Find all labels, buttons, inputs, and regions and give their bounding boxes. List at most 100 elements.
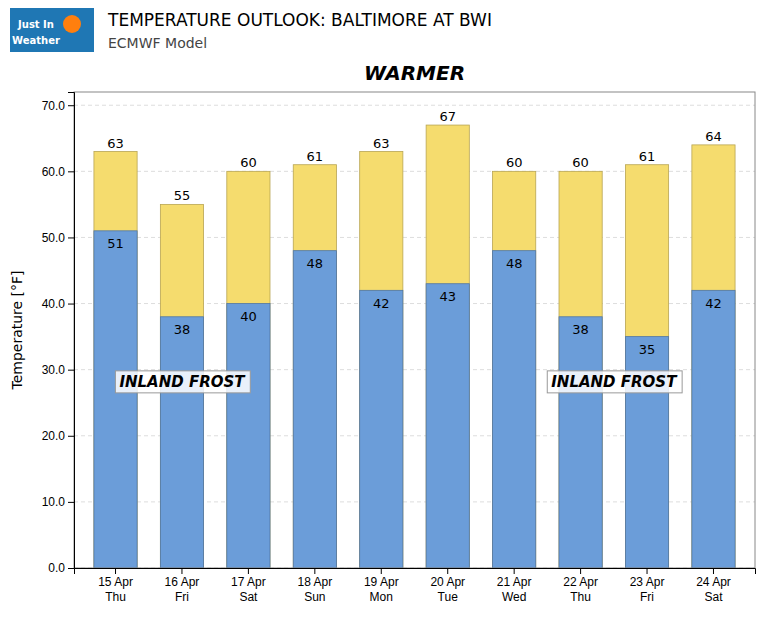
bar bbox=[559, 317, 602, 568]
x-tick: 15 AprThu bbox=[98, 568, 133, 604]
data-label: 61 bbox=[307, 149, 324, 164]
bar bbox=[493, 171, 536, 568]
y-tick: 30.0 bbox=[42, 363, 74, 377]
x-tick-mark bbox=[381, 568, 382, 574]
annotation-bg bbox=[547, 371, 682, 393]
y-tick-mark bbox=[68, 237, 74, 238]
data-label: 64 bbox=[705, 129, 722, 144]
x-tick-mark bbox=[248, 568, 249, 574]
plot-frame bbox=[74, 92, 755, 568]
y-tick-label: 10.0 bbox=[42, 495, 66, 509]
bar bbox=[160, 317, 203, 568]
y-tick-label: 50.0 bbox=[42, 231, 66, 245]
y-tick-label: 0.0 bbox=[48, 561, 65, 575]
plot: 0.0 10.0 20.0 30.0 40.0 50.0 60.0 70.0 15 AprThu… bbox=[42, 92, 756, 604]
data-label: 55 bbox=[174, 188, 191, 203]
logo-text: Just In bbox=[17, 19, 54, 30]
x-axis-line bbox=[75, 569, 756, 575]
y-tick: 50.0 bbox=[42, 231, 74, 245]
logo-text: Weather bbox=[12, 35, 60, 46]
x-tick: 18 AprSun bbox=[297, 568, 332, 604]
logo-icon bbox=[63, 15, 81, 33]
x-tick: 21 AprWed bbox=[497, 568, 532, 604]
y-tick: 40.0 bbox=[42, 297, 74, 311]
x-tick: 19 AprMon bbox=[364, 568, 399, 604]
data-label: 35 bbox=[639, 342, 656, 357]
grid-line bbox=[74, 105, 755, 106]
logo: Just In Weather bbox=[10, 8, 94, 52]
y-tick: 0.0 bbox=[48, 561, 74, 575]
x-tick-mark bbox=[647, 568, 648, 574]
data-label: 60 bbox=[506, 155, 523, 170]
x-tick-label: 18 AprSun bbox=[297, 575, 332, 605]
y-tick-mark bbox=[68, 436, 74, 437]
x-tick-mark bbox=[447, 568, 448, 574]
x-tick-label: 24 AprSat bbox=[696, 575, 731, 605]
x-tick-label: 15 AprThu bbox=[98, 575, 133, 605]
x-tick-label: 19 AprMon bbox=[364, 575, 399, 605]
bar bbox=[293, 251, 336, 568]
bar bbox=[692, 145, 735, 568]
x-tick: 17 AprSat bbox=[231, 568, 266, 604]
y-tick: 60.0 bbox=[42, 165, 74, 179]
data-label: 42 bbox=[373, 296, 390, 311]
annotation-bg bbox=[115, 371, 250, 393]
annotation: INLAND FROST bbox=[551, 373, 678, 391]
data-label: 42 bbox=[705, 296, 722, 311]
y-tick-mark bbox=[68, 370, 74, 371]
data-label: 67 bbox=[439, 109, 456, 124]
data-label: 48 bbox=[307, 256, 324, 271]
annotation-group: INLAND FROST bbox=[547, 371, 682, 393]
y-tick-mark bbox=[68, 171, 74, 172]
annotations: INLAND FROST INLAND FROST bbox=[115, 371, 682, 393]
x-tick-label: 23 AprFri bbox=[630, 575, 665, 605]
bar bbox=[559, 171, 602, 568]
x-tick-label: 16 AprFri bbox=[165, 575, 200, 605]
x-tick-mark bbox=[713, 568, 714, 574]
x-tick-label: 17 AprSat bbox=[231, 575, 266, 605]
logo-bg bbox=[10, 8, 94, 52]
y-tick: 20.0 bbox=[42, 429, 74, 443]
bar bbox=[692, 290, 735, 568]
x-tick-mark bbox=[580, 568, 581, 574]
x-tick: 24 AprSat bbox=[696, 568, 731, 604]
data-label: 63 bbox=[373, 136, 390, 151]
x-tick: 16 AprFri bbox=[165, 568, 200, 604]
bar bbox=[293, 165, 336, 568]
x-tick: 22 AprThu bbox=[563, 568, 598, 604]
y-tick-label: 30.0 bbox=[42, 363, 66, 377]
bar bbox=[227, 171, 270, 568]
x-tick-label: 21 AprWed bbox=[497, 575, 532, 605]
y-tick: 10.0 bbox=[42, 495, 74, 509]
data-label: 60 bbox=[240, 155, 257, 170]
data-label: 38 bbox=[174, 322, 191, 337]
data-label: 63 bbox=[107, 136, 124, 151]
data-labels: 6355606163676060616451384048424348383542 bbox=[107, 109, 721, 357]
bar bbox=[94, 231, 137, 568]
bar bbox=[360, 152, 403, 569]
data-label: 43 bbox=[439, 289, 456, 304]
x-tick: 20 AprTue bbox=[430, 568, 465, 604]
bar bbox=[94, 152, 137, 569]
x-tick: 23 AprFri bbox=[630, 568, 665, 604]
y-tick-mark bbox=[68, 568, 74, 569]
bar bbox=[426, 284, 469, 568]
y-tick-mark bbox=[68, 502, 74, 503]
y-axis-line bbox=[68, 93, 75, 569]
annotation: INLAND FROST bbox=[119, 373, 246, 391]
y-tick-mark bbox=[68, 304, 74, 305]
bar bbox=[625, 165, 668, 568]
title: TEMPERATURE OUTLOOK: BALTIMORE AT BWI bbox=[107, 10, 492, 30]
x-tick-mark bbox=[514, 568, 515, 574]
data-label: 61 bbox=[639, 149, 656, 164]
y-tick-label: 20.0 bbox=[42, 429, 66, 443]
x-tick-mark bbox=[181, 568, 182, 574]
y-tick: 70.0 bbox=[42, 99, 74, 113]
x-tick-label: 22 AprThu bbox=[563, 575, 598, 605]
bar bbox=[493, 251, 536, 568]
data-label: 40 bbox=[240, 309, 257, 324]
x-tick-label: 20 AprTue bbox=[430, 575, 465, 605]
bar bbox=[426, 125, 469, 568]
x-tick-mark bbox=[314, 568, 315, 574]
data-label: 38 bbox=[572, 322, 589, 337]
